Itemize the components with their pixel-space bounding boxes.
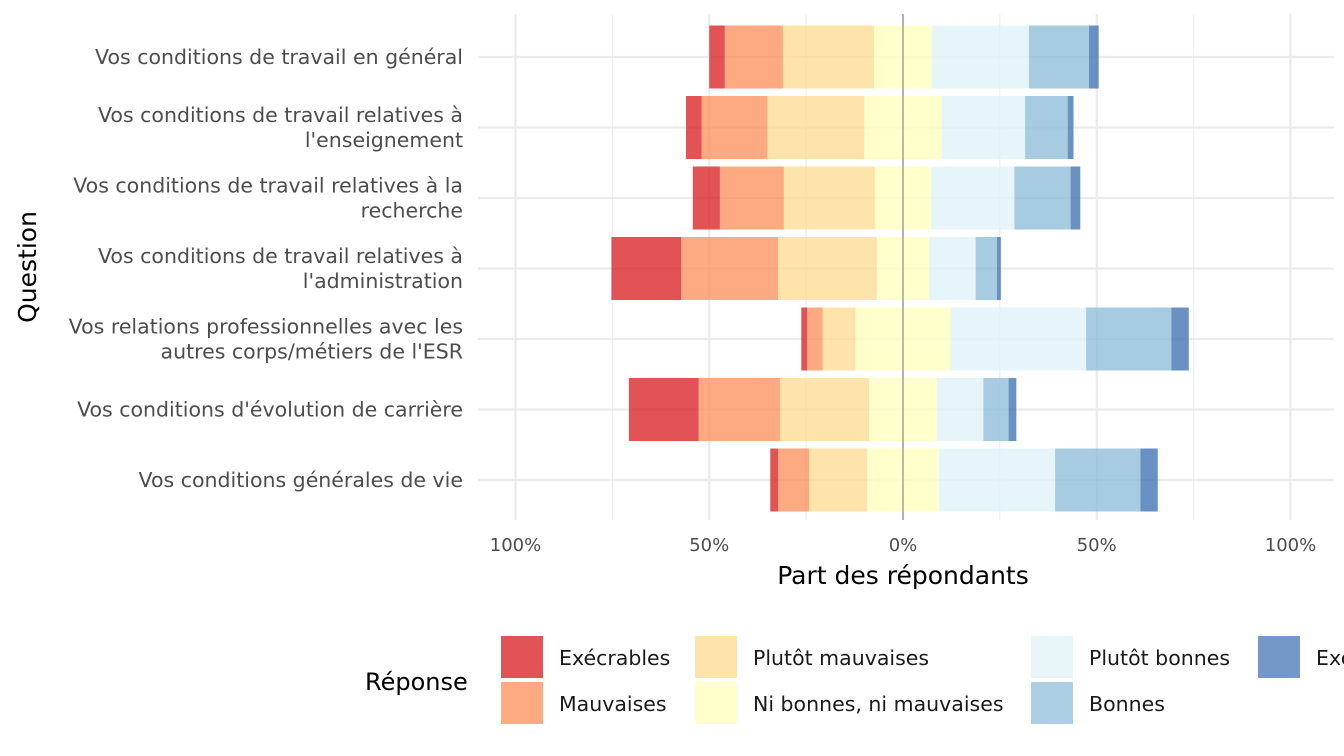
- legend-swatch: [1031, 682, 1073, 724]
- bar-mauvaises: [698, 378, 780, 441]
- bar-plutot-mauvaises: [809, 448, 868, 512]
- y-tick-label: Vos relations professionnelles avec les a…: [69, 315, 463, 364]
- bar-execrables: [628, 378, 699, 441]
- x-tick-labels: 100% 50% 0% 50% 100%: [490, 535, 1316, 556]
- legend-item-ni-bonnes-ni-mauvaises: Ni bonnes, ni mauvaises: [695, 682, 1004, 724]
- bar-plutot-bonnes: [929, 237, 976, 300]
- bar-excellentes: [1171, 307, 1189, 371]
- bar-excellentes: [1008, 378, 1017, 441]
- legend-swatch: [1258, 636, 1300, 678]
- bar-plutot-mauvaises: [779, 378, 870, 441]
- bar-plutot-bonnes: [950, 307, 1087, 371]
- bars: [611, 14, 1189, 520]
- bar-bonnes: [983, 378, 1009, 441]
- x-tick-label: 100%: [490, 535, 541, 556]
- bar-execrables: [692, 166, 720, 230]
- y-tick-labels: Vos conditions de travail en général Vos …: [69, 45, 463, 492]
- bar-bonnes: [1028, 25, 1089, 89]
- legend-swatch: [501, 682, 543, 724]
- y-axis-title: Question: [13, 211, 42, 323]
- bar-mauvaises: [701, 96, 768, 159]
- x-axis-title: Part des répondants: [777, 561, 1029, 590]
- bar-execrables: [801, 307, 808, 371]
- bar-plutot-bonnes: [932, 25, 1029, 89]
- legend-label: Plutôt mauvaises: [753, 646, 929, 670]
- bar-excellentes: [1140, 448, 1158, 512]
- bar-plutot-mauvaises: [767, 96, 865, 159]
- x-tick-label: 50%: [1077, 535, 1117, 556]
- legend-item-execrables: Exécrables: [501, 636, 670, 678]
- bar-execrables: [770, 448, 779, 512]
- legend-item-bonnes: Bonnes: [1031, 682, 1165, 724]
- bar-plutot-mauvaises: [778, 237, 877, 300]
- bar-execrables: [686, 96, 702, 159]
- legend-label: Ni bonnes, ni mauvaises: [753, 692, 1004, 716]
- bar-bonnes: [975, 237, 997, 300]
- legend-item-excellentes: Excellentes: [1258, 636, 1344, 678]
- y-tick-label: Vos conditions générales de vie: [139, 468, 463, 492]
- bar-plutot-bonnes: [941, 96, 1026, 159]
- legend-swatch: [695, 682, 737, 724]
- y-tick-label: Vos conditions de travail relatives à l'a…: [98, 244, 463, 293]
- bar-plutot-bonnes: [936, 378, 984, 441]
- bar-execrables: [709, 25, 725, 89]
- legend-item-plutot-mauvaises: Plutôt mauvaises: [695, 636, 929, 678]
- legend-swatch: [695, 636, 737, 678]
- legend-swatch: [501, 636, 543, 678]
- bar-mauvaises: [807, 307, 823, 371]
- y-tick-label: Vos conditions de travail relatives à la…: [73, 174, 463, 223]
- legend-swatch: [1031, 636, 1073, 678]
- legend-label: Plutôt bonnes: [1089, 646, 1230, 670]
- bar-execrables: [611, 237, 682, 300]
- legend-item-mauvaises: Mauvaises: [501, 682, 667, 724]
- bar-bonnes: [1025, 96, 1068, 159]
- bar-excellentes: [1070, 166, 1081, 230]
- y-tick-label: Vos conditions de travail en général: [95, 45, 463, 69]
- bar-mauvaises: [778, 448, 810, 512]
- x-tick-label: 50%: [689, 535, 729, 556]
- bar-excellentes: [996, 237, 1001, 300]
- bar-plutot-mauvaises: [782, 25, 874, 89]
- bar-plutot-bonnes: [938, 448, 1056, 512]
- bar-mauvaises: [719, 166, 784, 230]
- legend-title: Réponse: [365, 668, 468, 696]
- bar-excellentes: [1089, 25, 1099, 89]
- x-tick-label: 0%: [889, 535, 918, 556]
- bar-bonnes: [1014, 166, 1071, 230]
- legend-item-plutot-bonnes: Plutôt bonnes: [1031, 636, 1230, 678]
- x-tick-label: 100%: [1265, 535, 1316, 556]
- legend-label: Mauvaises: [559, 692, 667, 716]
- bar-bonnes: [1055, 448, 1141, 512]
- legend-label: Excellentes: [1316, 646, 1344, 670]
- legend-label: Exécrables: [559, 646, 670, 670]
- bar-mauvaises: [724, 25, 783, 89]
- bar-excellentes: [1067, 96, 1074, 159]
- legend-label: Bonnes: [1089, 692, 1165, 716]
- bar-plutot-mauvaises: [783, 166, 875, 230]
- bar-mauvaises: [681, 237, 779, 300]
- bar-bonnes: [1086, 307, 1172, 371]
- bar-plutot-mauvaises: [822, 307, 856, 371]
- y-tick-label: Vos conditions de travail relatives à l'e…: [98, 103, 463, 152]
- legend: Exécrables Mauvaises Plutôt mauvaises Ni bo…: [501, 636, 1344, 724]
- bar-plutot-bonnes: [931, 166, 1015, 230]
- y-tick-label: Vos conditions d'évolution de carrière: [77, 398, 463, 422]
